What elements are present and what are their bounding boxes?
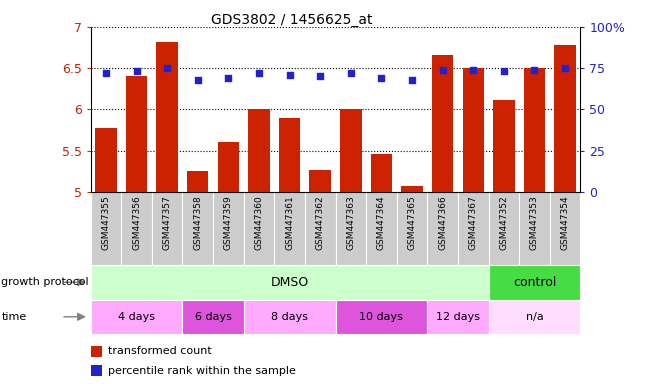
Text: n/a: n/a [525,312,544,322]
Text: GSM447359: GSM447359 [224,196,233,250]
Bar [91,365,103,376]
Bar [427,192,458,265]
Text: GSM447360: GSM447360 [254,196,264,250]
Text: GSM447355: GSM447355 [101,196,111,250]
Text: transformed count: transformed count [108,346,212,356]
Text: GSM447358: GSM447358 [193,196,202,250]
Bar [550,192,580,265]
Bar [91,192,121,265]
Bar [125,76,147,192]
Text: 4 days: 4 days [118,312,155,322]
Text: 8 days: 8 days [271,312,308,322]
Bar [248,109,270,192]
Bar [244,192,274,265]
Point [560,65,570,71]
Text: GSM447367: GSM447367 [469,196,478,250]
Bar [401,186,423,192]
Bar [397,192,427,265]
Text: 12 days: 12 days [436,312,480,322]
Bar [91,300,183,334]
Point [131,68,142,74]
Text: 6 days: 6 days [195,312,231,322]
Bar [488,265,580,300]
Point [499,68,509,74]
Bar [274,192,305,265]
Bar [493,99,515,192]
Bar [366,192,397,265]
Bar [488,192,519,265]
Text: growth protocol: growth protocol [1,277,89,287]
Point [346,70,356,76]
Bar [432,55,454,192]
Point [285,72,295,78]
Point [315,73,325,79]
Bar [183,300,244,334]
Point [376,75,386,81]
Bar [519,192,550,265]
Text: GSM447363: GSM447363 [346,196,356,250]
Bar [309,170,331,192]
Text: DMSO: DMSO [270,276,309,289]
Bar [95,128,117,192]
Bar [336,192,366,265]
Point [468,67,478,73]
Point [223,75,234,81]
Point [193,77,203,83]
Text: GSM447353: GSM447353 [530,196,539,250]
Point [437,67,448,73]
Bar [458,192,488,265]
Text: GDS3802 / 1456625_at: GDS3802 / 1456625_at [211,13,373,27]
Bar [187,171,209,192]
Bar [554,45,576,192]
Bar [91,346,103,357]
Bar [152,192,183,265]
Bar [462,68,484,192]
Bar [336,300,427,334]
Point [407,77,417,83]
Text: GSM447354: GSM447354 [560,196,570,250]
Point [529,67,540,73]
Bar [213,192,244,265]
Bar [488,300,580,334]
Text: GSM447364: GSM447364 [377,196,386,250]
Text: control: control [513,276,556,289]
Bar [156,42,178,192]
Text: GSM447366: GSM447366 [438,196,447,250]
Text: GSM447357: GSM447357 [162,196,172,250]
Text: GSM447361: GSM447361 [285,196,294,250]
Bar [91,265,488,300]
Bar [183,192,213,265]
Bar [524,68,546,192]
Text: 10 days: 10 days [360,312,403,322]
Bar [305,192,336,265]
Point [162,65,172,71]
Point [101,70,111,76]
Bar [340,109,362,192]
Bar [370,154,392,192]
Bar [121,192,152,265]
Text: GSM447352: GSM447352 [499,196,509,250]
Point [254,70,264,76]
Text: GSM447356: GSM447356 [132,196,141,250]
Bar [427,300,488,334]
Text: time: time [1,312,27,322]
Bar [244,300,336,334]
Text: percentile rank within the sample: percentile rank within the sample [108,366,296,376]
Text: GSM447365: GSM447365 [407,196,417,250]
Bar [217,142,239,192]
Text: GSM447362: GSM447362 [315,196,325,250]
Bar [279,118,301,192]
